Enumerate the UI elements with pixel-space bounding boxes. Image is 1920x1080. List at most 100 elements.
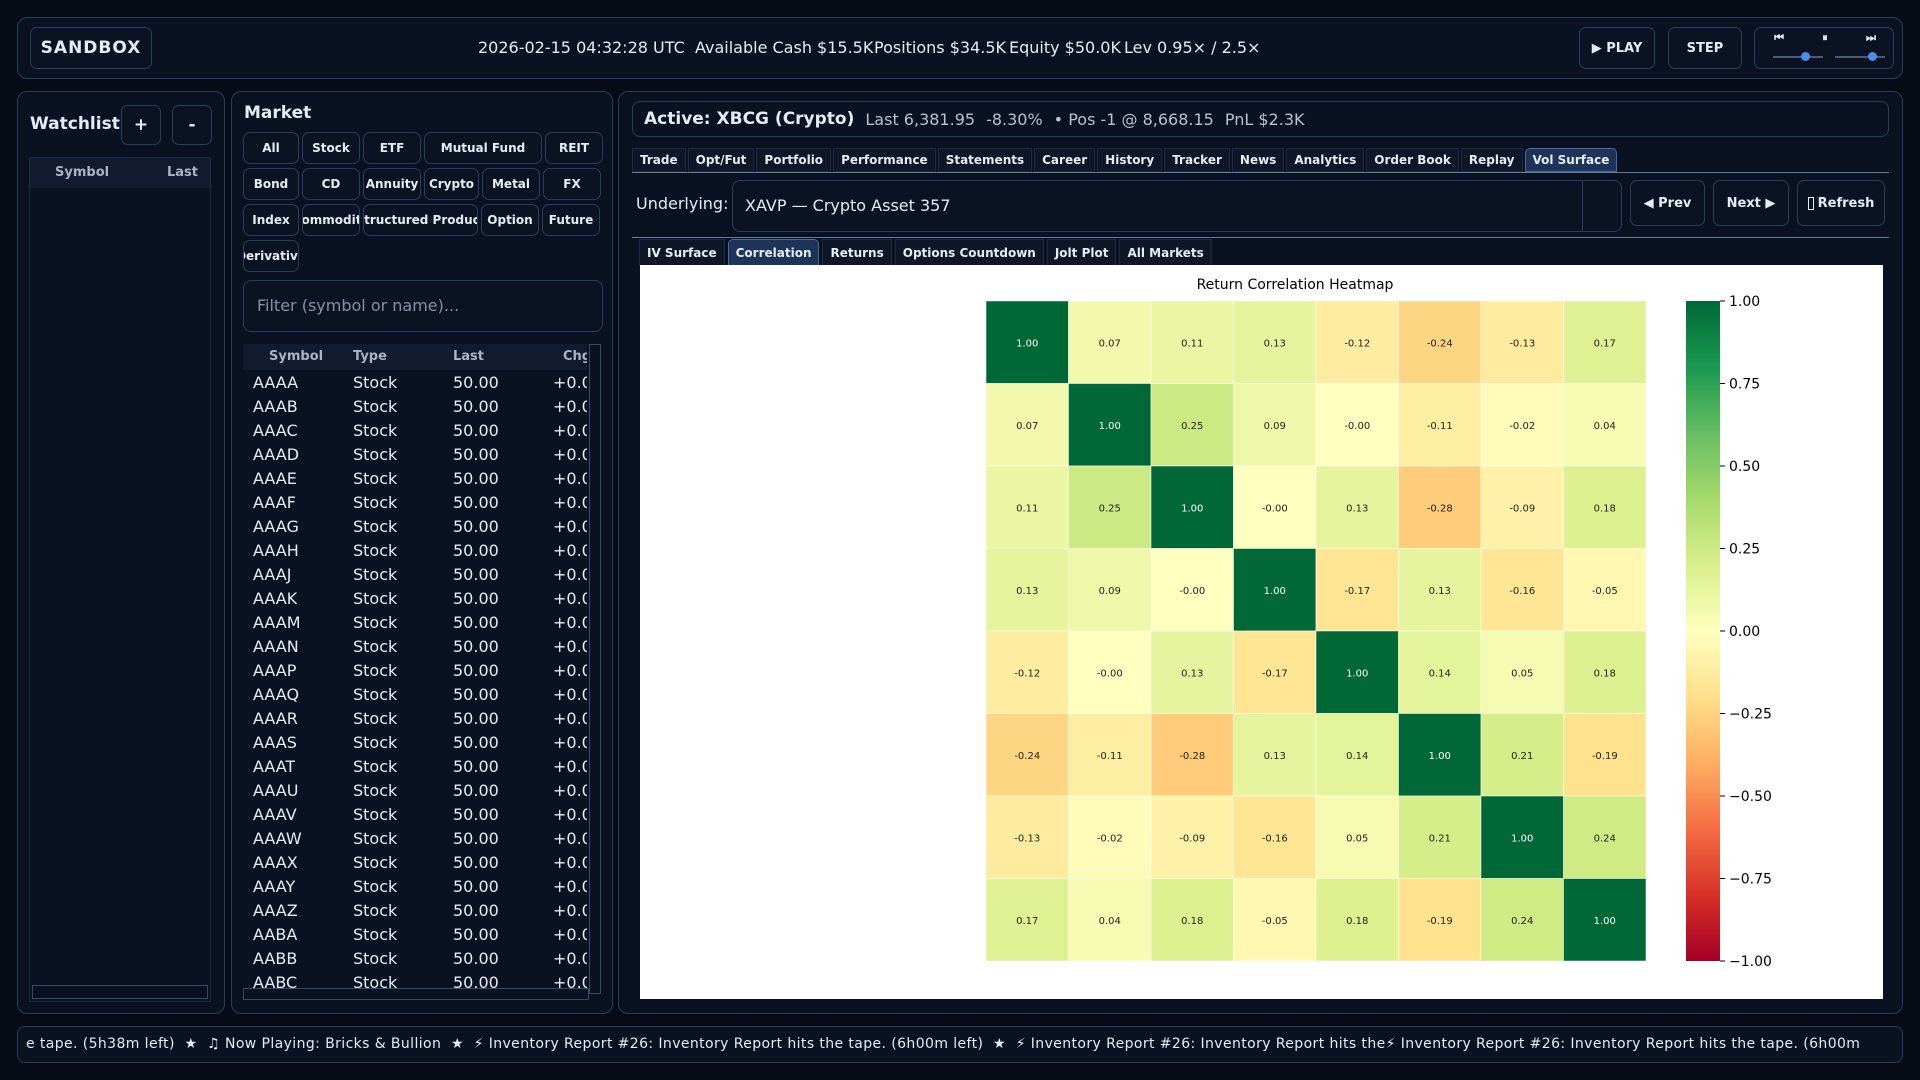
speed-slider[interactable]	[1835, 56, 1885, 58]
cell-label: 0.18	[1181, 916, 1203, 927]
subtab[interactable]: Returns	[822, 239, 892, 266]
filter-button[interactable]: Future	[542, 204, 600, 236]
filter-button[interactable]: Bond	[243, 168, 299, 200]
subtab[interactable]: Jolt Plot	[1046, 239, 1117, 266]
media-button[interactable]: ⏭	[1865, 31, 1876, 44]
table-cell: 50.00	[453, 517, 499, 536]
cell-label: 1.00	[1594, 916, 1616, 927]
heatmap-cell	[1563, 300, 1647, 384]
colorbar	[1686, 301, 1720, 961]
table-cell: 50.00	[453, 541, 499, 560]
subtab[interactable]: All Markets	[1119, 239, 1212, 266]
table-header	[243, 344, 587, 370]
heatmap-cell	[1315, 795, 1399, 879]
detail-panel: Active: XBCG (Crypto) Last 6,381.95 -8.3…	[618, 91, 1903, 1014]
tab[interactable]: Tracker	[1164, 148, 1230, 172]
table-cell: +0.00	[553, 517, 587, 536]
filter-button[interactable]: Commodity	[302, 204, 360, 236]
tab[interactable]: Performance	[833, 148, 936, 172]
tab[interactable]: News	[1231, 148, 1285, 172]
media-button[interactable]: ⏮	[1774, 31, 1785, 44]
play-button[interactable]: ▶ PLAY	[1579, 27, 1655, 69]
underlying-select[interactable]: XAVP — Crypto Asset 357	[732, 180, 1622, 232]
refresh-button[interactable]: Refresh	[1797, 180, 1885, 226]
volume-slider[interactable]	[1773, 56, 1823, 58]
subtab[interactable]: Options Countdown	[894, 239, 1044, 266]
filter-button[interactable]: ETF	[363, 132, 421, 164]
search-input[interactable]: Filter (symbol or name)...	[243, 280, 603, 332]
heatmap-cell	[1233, 300, 1317, 384]
table-cell: AAAS	[253, 733, 297, 752]
tab[interactable]: Replay	[1460, 148, 1523, 172]
table-cell: AAAQ	[253, 685, 300, 704]
tab[interactable]: Opt/Fut	[687, 148, 755, 172]
cell-label: 1.00	[1016, 338, 1038, 349]
heatmap-cell	[985, 383, 1069, 467]
table-cell: +0.00	[553, 901, 587, 920]
add-button[interactable]: +	[121, 105, 161, 145]
filter-button[interactable]: REIT	[545, 132, 603, 164]
table-cell: AAAH	[253, 541, 299, 560]
step-button[interactable]: STEP	[1668, 27, 1742, 69]
tab[interactable]: Order Book	[1366, 148, 1459, 172]
filter-button[interactable]: Stock	[302, 132, 360, 164]
filter-button[interactable]: FX	[543, 168, 601, 200]
heatmap-cell	[985, 878, 1069, 962]
table-cell: AAAM	[253, 613, 301, 632]
tab-bar: Trade Opt/Fut Portfolio Performance Statemen…	[632, 148, 1889, 173]
table-header	[30, 158, 210, 188]
filter-button[interactable]: Structured Product	[363, 204, 478, 236]
filter-button[interactable]: Mutual Fund	[424, 132, 542, 164]
horizontal-scrollbar[interactable]	[243, 988, 589, 1000]
tab[interactable]: Portfolio	[756, 148, 832, 172]
media-button[interactable]: ⏸	[1822, 31, 1828, 44]
heatmap-cell	[1233, 548, 1317, 632]
table-cell: 50.00	[453, 901, 499, 920]
table-cell: 50.00	[453, 733, 499, 752]
subtab[interactable]: IV Surface	[639, 239, 725, 266]
table-cell: Stock	[353, 517, 398, 536]
filter-button[interactable]: Derivative	[243, 240, 299, 272]
remove-button[interactable]: -	[172, 105, 212, 145]
tab[interactable]: Trade	[632, 148, 686, 172]
cell-label: 1.00	[1429, 751, 1451, 762]
filter-button[interactable]: Annuity	[363, 168, 421, 200]
heatmap-cell	[1068, 300, 1152, 384]
cell-label: 0.09	[1264, 421, 1286, 432]
filter-button[interactable]: Index	[243, 204, 299, 236]
next-button[interactable]: Next ▶	[1713, 180, 1789, 226]
tab[interactable]: Vol Surface	[1524, 148, 1618, 172]
heatmap-cell	[1480, 548, 1564, 632]
table-cell: 50.00	[453, 397, 499, 416]
cell-label: 0.04	[1594, 421, 1616, 432]
table-cell: AAAW	[253, 829, 302, 848]
subtab[interactable]: Correlation	[727, 239, 820, 266]
tab[interactable]: History	[1097, 148, 1163, 172]
cell-label: 0.07	[1099, 338, 1121, 349]
heatmap-cell	[985, 713, 1069, 797]
heatmap-cell	[1315, 300, 1399, 384]
tab[interactable]: Analytics	[1286, 148, 1365, 172]
watchlist-title: Watchlist	[30, 114, 120, 134]
table-cell: +0.00	[553, 829, 587, 848]
scrollbar[interactable]	[32, 985, 208, 999]
table-cell: AAAX	[253, 853, 298, 872]
vertical-scrollbar[interactable]	[589, 344, 601, 994]
table-cell: +0.00	[553, 565, 587, 584]
filter-button[interactable]: All	[243, 132, 299, 164]
heatmap-cell	[1398, 383, 1482, 467]
cell-label: 1.00	[1511, 833, 1533, 844]
brand[interactable]: SANDBOX	[30, 27, 152, 69]
table-cell: Stock	[353, 877, 398, 896]
positions: Positions $34.5K	[874, 38, 1007, 57]
filter-button[interactable]: Metal	[482, 168, 540, 200]
table-cell: AAAT	[253, 757, 296, 776]
filter-button[interactable]: Crypto	[424, 168, 479, 200]
table-cell: AAAV	[253, 805, 297, 824]
cell-label: 0.13	[1016, 586, 1038, 597]
tab[interactable]: Career	[1034, 148, 1096, 172]
prev-button[interactable]: ◀ Prev	[1630, 180, 1705, 226]
tab[interactable]: Statements	[937, 148, 1033, 172]
filter-button[interactable]: CD	[302, 168, 360, 200]
filter-button[interactable]: Option	[481, 204, 539, 236]
